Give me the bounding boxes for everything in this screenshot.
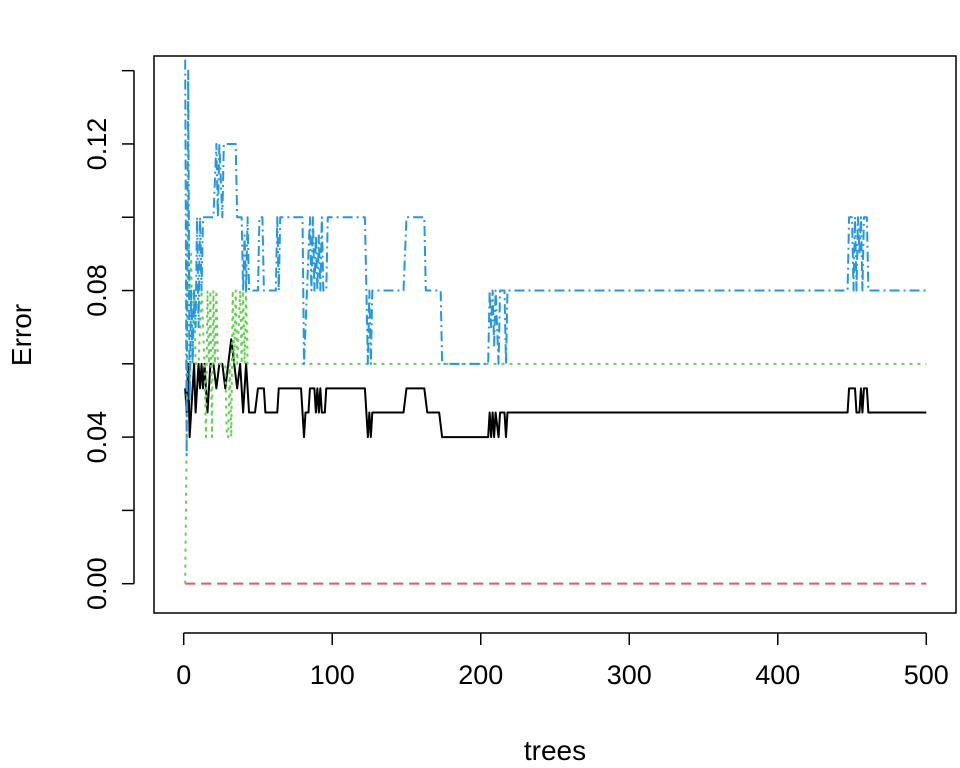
y-axis-title: Error (6, 304, 37, 366)
error-series-line-4 (184, 59, 927, 457)
x-axis-title: trees (524, 735, 586, 766)
x-tick-label: 500 (904, 660, 949, 690)
x-axis: 0 100 200 300 400 500 (176, 632, 949, 690)
error-series-line-3 (184, 197, 927, 584)
y-tick-label: 0.08 (82, 264, 112, 317)
x-tick-label: 100 (310, 660, 355, 690)
error-series-line-1 (184, 338, 927, 439)
y-axis: 0.00 0.04 0.08 0.12 (82, 69, 135, 610)
x-tick-label: 200 (458, 660, 503, 690)
plot-frame (153, 55, 957, 614)
x-tick-label: 300 (607, 660, 652, 690)
x-tick-label: 0 (176, 660, 191, 690)
series-layer (184, 59, 927, 585)
y-tick-label: 0.12 (82, 118, 112, 171)
y-tick-label: 0.00 (82, 557, 112, 610)
x-tick-label: 400 (755, 660, 800, 690)
y-tick-label: 0.04 (82, 411, 112, 464)
